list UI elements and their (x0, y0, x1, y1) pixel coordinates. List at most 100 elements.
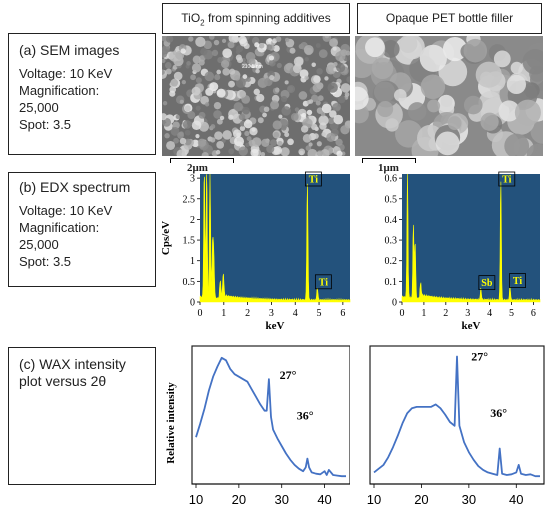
x-tick-label: 40 (317, 492, 331, 507)
sem-particle (298, 91, 308, 100)
header-right-text: Opaque PET bottle filler (385, 11, 514, 25)
sem-particle (332, 102, 342, 112)
sem-particle (395, 120, 423, 148)
sem-particle (191, 63, 202, 73)
sem-particle (340, 83, 350, 93)
sem-particle (327, 117, 335, 125)
sem-particle (165, 36, 174, 43)
scale-bar-right (362, 158, 416, 163)
sem-line: Voltage: 10 KeV (19, 66, 113, 81)
peak-label-box (304, 171, 322, 187)
sem-particle (293, 56, 304, 67)
y-tick-label: 1 (190, 256, 195, 267)
sem-particle (291, 113, 299, 121)
y-tick-label: 2.5 (183, 194, 196, 205)
sem-image-left: 210.5 nm (162, 36, 350, 156)
sem-particle (184, 105, 191, 112)
sem-particle (162, 100, 168, 106)
sem-particle (181, 79, 186, 85)
sem-particle (162, 58, 166, 64)
sem-particle (277, 140, 283, 147)
sem-particle (268, 59, 276, 67)
peak-label: Ti (513, 276, 522, 287)
x-tick-label: 5 (317, 308, 322, 319)
sem-particle (164, 62, 172, 69)
sem-particle (175, 114, 180, 119)
sem-particle (308, 99, 314, 104)
sem-particle (215, 149, 221, 155)
x-tick-label: 40 (509, 492, 523, 507)
sem-line: Magnification: (19, 83, 100, 98)
x-tick-label: 4 (487, 308, 492, 319)
sem-particle (337, 95, 346, 104)
edx-line: Magnification: (19, 220, 100, 235)
sem-particle (253, 88, 260, 96)
x-tick-label: 6 (340, 308, 345, 319)
sem-particle (336, 63, 346, 73)
sem-particle (340, 49, 348, 57)
sem-particle (166, 140, 176, 150)
sem-particle (332, 46, 337, 51)
sem-particle (209, 36, 215, 40)
sem-particle (184, 129, 191, 136)
sem-particle (325, 64, 336, 75)
sem-particle (275, 88, 280, 93)
wax-chart-left: 10 20 30 40 Relative intensity 27° 36° (165, 345, 350, 507)
sem-particle (306, 109, 313, 116)
sem-particle (162, 117, 172, 127)
sem-particle (213, 39, 220, 46)
edx-chart-right: 0 0.1 0.2 0.3 0.4 0.5 0.6 0 1 2 3 4 5 6 keV Ti Sb Ti (385, 171, 541, 332)
sem-particle (302, 133, 312, 143)
header-left-text: TiO2 from spinning additives (181, 11, 331, 28)
sem-particle (184, 138, 192, 146)
peak-label-box (314, 274, 332, 290)
y-tick-label: 3 (190, 174, 195, 185)
x-tick-label: 3 (269, 308, 274, 319)
x-tick-label: 5 (509, 308, 514, 319)
sem-particle (195, 77, 202, 84)
x-tick-label: 3 (465, 308, 470, 319)
sem-particle (278, 114, 283, 119)
sem-particle (399, 36, 418, 54)
wax-line: plot versus 2θ (19, 373, 107, 389)
sem-particle (463, 38, 488, 63)
sem-particle (165, 68, 172, 75)
sem-particle (333, 114, 344, 125)
sem-particle (324, 76, 329, 81)
sem-particle (211, 49, 219, 57)
sem-particle (241, 62, 248, 69)
sem-particle (180, 48, 186, 54)
sem-particle (244, 130, 250, 137)
sem-particle (316, 68, 323, 75)
sem-particle (284, 80, 289, 85)
sem-particle (210, 124, 216, 129)
sem-particle (255, 68, 260, 74)
sem-particle (286, 84, 296, 94)
sem-particle (176, 149, 186, 156)
sem-particle (190, 74, 196, 81)
sem-particle (316, 141, 322, 147)
sem-particle (510, 61, 523, 75)
sem-particle (216, 118, 223, 125)
y-tick-label: 0 (392, 298, 397, 309)
y-tick-label: 1.5 (183, 236, 196, 247)
sem-particle (335, 138, 343, 146)
sem-particle (514, 99, 541, 126)
sem-particle (261, 138, 270, 148)
edx-label-box: (b) EDX spectrum Voltage: 10 KeV Magnifi… (8, 172, 156, 287)
sem-particle (313, 133, 319, 139)
sem-particle (222, 68, 230, 76)
sem-particle (300, 125, 309, 133)
sem-particle (311, 94, 319, 103)
sem-particle (233, 102, 244, 112)
sem-particle (239, 125, 246, 132)
x-tick-label: 4 (293, 308, 298, 319)
sem-particle (172, 121, 180, 129)
edx-spectrum (199, 173, 351, 303)
sem-line: Spot: 3.5 (19, 117, 72, 132)
sem-particle (170, 127, 180, 136)
sem-particle (333, 61, 338, 67)
sem-particle (329, 38, 338, 48)
peak-label-box (498, 171, 516, 187)
sem-particle (203, 40, 212, 50)
